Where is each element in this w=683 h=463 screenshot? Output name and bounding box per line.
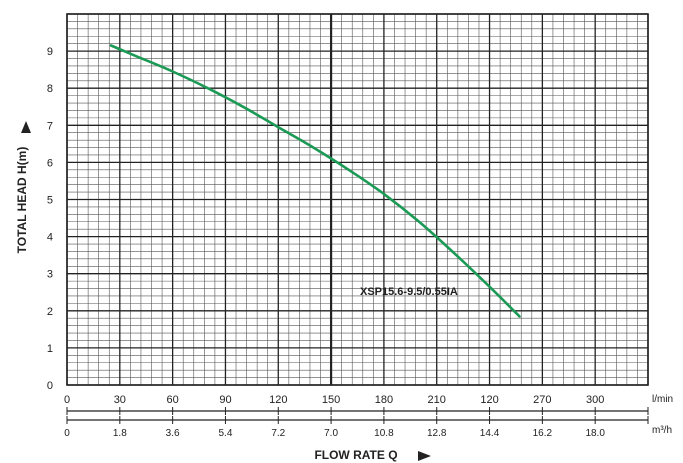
x-tick-label-lmin: 210: [428, 394, 446, 406]
x-tick-label-lmin: 270: [533, 394, 551, 406]
plot-frame: [66, 13, 649, 386]
x-unit-lmin: l/min: [652, 394, 673, 405]
y-tick-label: 3: [47, 269, 53, 281]
y-tick-label: 7: [47, 120, 53, 132]
x-tick-label-lmin: 120: [269, 394, 287, 406]
y-tick-label: 0: [47, 380, 53, 392]
y-tick-label: 5: [47, 195, 53, 207]
x-tick-label-lmin: 90: [219, 394, 231, 406]
x-tick-label-m3h: 7.2: [271, 428, 285, 439]
y-axis-arrow-icon: [21, 121, 31, 133]
x-tick-label-m3h: 14.4: [480, 428, 500, 439]
x-tick-label-lmin: 120: [480, 394, 498, 406]
x-tick-labels-flow-lmin: 0 30 60 90 120 150 180 210 120 270 300: [64, 394, 604, 406]
grid-major: [66, 13, 649, 424]
x-tick-label-lmin: 0: [64, 394, 70, 406]
y-tick-label: 8: [47, 83, 53, 95]
y-axis-title: TOTAL HEAD H(m): [15, 147, 29, 254]
curve-layer: [109, 44, 521, 318]
x-tick-label-m3h: 18.0: [585, 428, 605, 439]
x-tick-label-m3h: 10.8: [374, 428, 394, 439]
y-tick-label: 2: [47, 306, 53, 318]
x-tick-label-m3h: 5.4: [219, 428, 233, 439]
x-tick-label-lmin: 150: [322, 394, 340, 406]
y-tick-label: 9: [47, 46, 53, 58]
x-tick-label-m3h: 3.6: [166, 428, 180, 439]
x-tick-label-lmin: 300: [586, 394, 604, 406]
x-tick-label-m3h: 16.2: [533, 428, 553, 439]
x-unit-m3h: m³/h: [652, 425, 672, 436]
x-tick-labels-flow-m3h: 0 1.8 3.6 5.4 7.2 7.0 10.8 12.8 14.4 16.2 18.0: [64, 428, 605, 439]
y-tick-label: 4: [47, 232, 53, 244]
y-tick-labels: 0 1 2 3 4 5 6 7 8 9: [47, 46, 53, 392]
x-tick-label-lmin: 30: [114, 394, 126, 406]
y-tick-label: 6: [47, 157, 53, 169]
x-axis-arrow-icon: [418, 451, 431, 461]
x-tick-label-m3h: 0: [64, 428, 70, 439]
x-tick-label-m3h: 1.8: [113, 428, 127, 439]
x-tick-label-lmin: 60: [167, 394, 179, 406]
x-tick-label-m3h: 7.0: [324, 428, 338, 439]
y-tick-label: 1: [47, 343, 53, 355]
x-tick-label-lmin: 180: [375, 394, 393, 406]
x-tick-label-m3h: 12.8: [427, 428, 447, 439]
series-line: [109, 44, 521, 318]
series-label: XSP15.6-9.5/0.55IA: [360, 286, 458, 298]
y-axis-label: TOTAL HEAD H(m): [15, 147, 29, 254]
x-axis-label: FLOW RATE Q: [314, 448, 397, 462]
